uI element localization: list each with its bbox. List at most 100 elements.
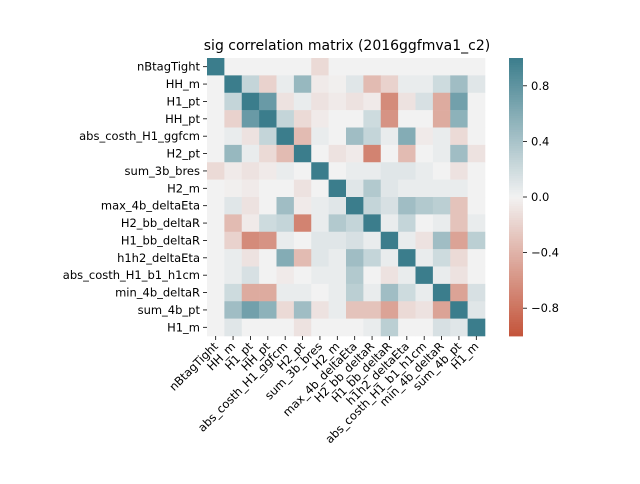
heatmap-cell <box>467 301 486 319</box>
colorbar-segment <box>509 275 523 279</box>
heatmap-cell <box>432 197 451 215</box>
heatmap-cell <box>293 127 312 146</box>
colorbar-tick-label: −0.4 <box>531 246 559 260</box>
heatmap-cell <box>450 179 468 198</box>
colorbar-segment <box>509 296 523 300</box>
heatmap-cell <box>207 318 225 337</box>
colorbar-segment <box>509 282 523 286</box>
heatmap-cell <box>241 110 260 128</box>
colorbar-segment <box>509 220 523 223</box>
heatmap-cell <box>380 58 399 76</box>
heatmap-cell <box>346 127 364 146</box>
colorbar-segment <box>509 247 523 251</box>
row-label: h1h2_deltaEta <box>117 251 200 265</box>
colorbar-segment <box>509 259 523 263</box>
heatmap-cell <box>276 197 295 215</box>
heatmap-cell <box>450 75 468 94</box>
heatmap-cell <box>276 127 295 146</box>
colorbar-segment <box>509 132 523 135</box>
heatmap-cell <box>293 301 312 319</box>
heatmap-cell <box>380 110 399 128</box>
heatmap-cell <box>363 127 382 146</box>
colorbar-segment <box>509 333 523 337</box>
heatmap-cell <box>467 110 486 128</box>
colorbar-segment <box>509 206 523 209</box>
heatmap-cell <box>363 318 382 337</box>
colorbar-segment <box>509 129 523 133</box>
colorbar-segment <box>509 315 523 318</box>
heatmap-cell <box>241 249 260 267</box>
heatmap-cell <box>224 231 243 250</box>
heatmap-cell <box>224 75 243 94</box>
heatmap-cell <box>450 301 468 319</box>
heatmap-cell <box>276 231 295 250</box>
heatmap-cell <box>380 249 399 267</box>
heatmap-cell <box>207 214 225 233</box>
heatmap-cell <box>259 92 277 111</box>
heatmap-cell <box>380 266 399 285</box>
heatmap-cell <box>207 144 225 163</box>
heatmap-cell <box>276 214 295 233</box>
colorbar-segment <box>509 287 523 291</box>
colorbar-segment <box>509 215 523 219</box>
colorbar-segment <box>509 115 523 119</box>
colorbar-segment <box>509 120 523 124</box>
colorbar-segment <box>509 227 523 230</box>
colorbar-segment <box>509 180 523 184</box>
heatmap-cell <box>415 301 434 319</box>
heatmap-cell <box>207 92 225 111</box>
heatmap-cell <box>259 231 277 250</box>
heatmap-cell <box>207 301 225 319</box>
heatmap-cell <box>415 144 434 163</box>
heatmap-cell <box>293 231 312 250</box>
heatmap-cell <box>311 75 329 94</box>
colorbar-segment <box>509 178 523 182</box>
heatmap-cell <box>415 110 434 128</box>
colorbar-segment <box>509 271 523 274</box>
heatmap-cell <box>346 92 364 111</box>
heatmap-cell <box>276 110 295 128</box>
heatmap-cell <box>432 301 451 319</box>
heatmap-cell <box>346 266 364 285</box>
heatmap-cell <box>293 249 312 267</box>
heatmap-cell <box>380 75 399 94</box>
heatmap-cell <box>380 127 399 146</box>
heatmap-cell <box>380 162 399 180</box>
row-label: H1_bb_deltaR <box>121 233 200 247</box>
heatmap-cell <box>415 249 434 267</box>
heatmap-cell <box>276 283 295 302</box>
heatmap-cell <box>467 283 486 302</box>
heatmap-cell <box>328 197 347 215</box>
row-label: abs_costh_H1_ggfcm <box>79 129 200 143</box>
heatmap-cell <box>293 162 312 180</box>
row-label: HH_m <box>166 77 200 91</box>
colorbar-segment <box>509 331 523 335</box>
heatmap-cell <box>432 214 451 233</box>
heatmap-cell <box>241 231 260 250</box>
heatmap-cell <box>363 301 382 319</box>
colorbar-segment <box>509 187 523 191</box>
heatmap-cell <box>432 179 451 198</box>
heatmap-cell <box>363 58 382 76</box>
heatmap-cell <box>293 58 312 76</box>
heatmap-cell <box>328 179 347 198</box>
heatmap-cell <box>311 197 329 215</box>
heatmap-cell <box>398 162 416 180</box>
heatmap-cell <box>346 144 364 163</box>
heatmap-cell <box>380 197 399 215</box>
colorbar-segment <box>509 176 523 179</box>
heatmap-cell <box>259 162 277 180</box>
heatmap-cell <box>311 58 329 76</box>
heatmap-cell <box>259 197 277 215</box>
colorbar-segment <box>509 183 523 186</box>
heatmap-cell <box>241 75 260 94</box>
colorbar-segment <box>509 326 523 330</box>
heatmap-cell <box>259 318 277 337</box>
heatmap-cell <box>259 179 277 198</box>
heatmap-cell <box>276 318 295 337</box>
colorbar-segment <box>509 83 523 87</box>
colorbar-segment <box>509 78 523 82</box>
heatmap-cell <box>450 110 468 128</box>
colorbar-segment <box>509 317 523 321</box>
